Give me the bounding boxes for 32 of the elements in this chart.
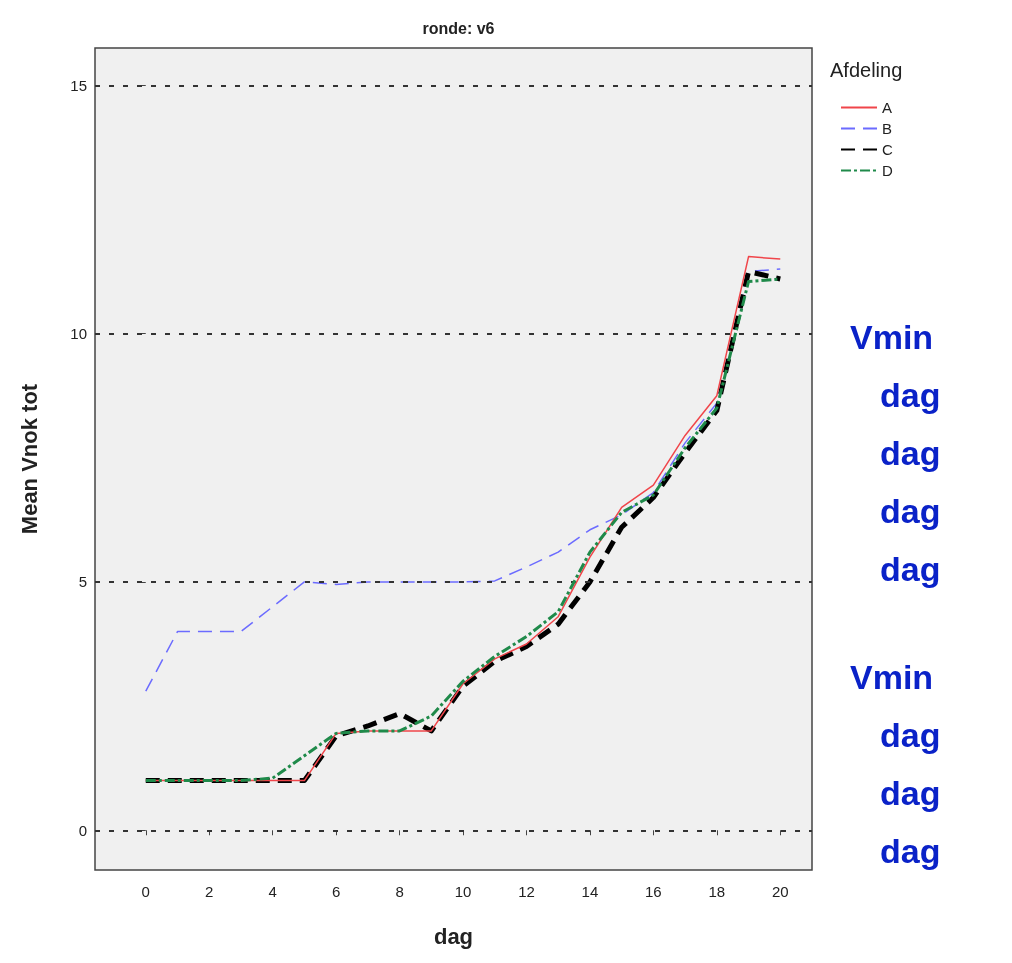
y-tick-label: 0: [78, 821, 87, 839]
x-axis-title: dag: [433, 923, 474, 949]
text: dag: [880, 716, 941, 754]
legend-label: C: [882, 141, 893, 158]
legend-label: B: [882, 120, 893, 137]
legend-label: A: [882, 99, 893, 116]
text: dag: [880, 492, 941, 530]
x-tick-label: 2: [205, 883, 214, 900]
text: dag: [880, 550, 941, 588]
text: Vmin: [850, 318, 934, 356]
text: Vmin: [850, 658, 934, 696]
x-tick-label: 12: [518, 883, 535, 900]
legend-label: D: [882, 162, 893, 179]
chart-title: ronde: v6: [422, 19, 495, 37]
x-tick-label: 10: [454, 883, 472, 900]
text: dag: [880, 832, 941, 870]
text: dag: [880, 376, 941, 414]
x-tick-label: 6: [331, 883, 341, 900]
y-tick-label: 10: [70, 325, 87, 343]
x-tick-label: 20: [771, 883, 789, 900]
x-tick-label: 18: [708, 883, 726, 900]
x-tick-label: 14: [581, 883, 599, 900]
y-tick-label: 15: [70, 76, 87, 94]
x-tick-label: 0: [141, 883, 150, 900]
y-tick-label: 5: [78, 573, 87, 591]
legend-title: Afdeling: [830, 59, 903, 81]
x-tick-label: 8: [395, 883, 404, 900]
text: dag: [880, 434, 941, 472]
x-tick-label: 16: [645, 883, 662, 900]
text: dag: [880, 774, 941, 812]
x-tick-label: 4: [268, 883, 277, 900]
y-axis-title: Mean Vnok tot: [16, 383, 42, 535]
